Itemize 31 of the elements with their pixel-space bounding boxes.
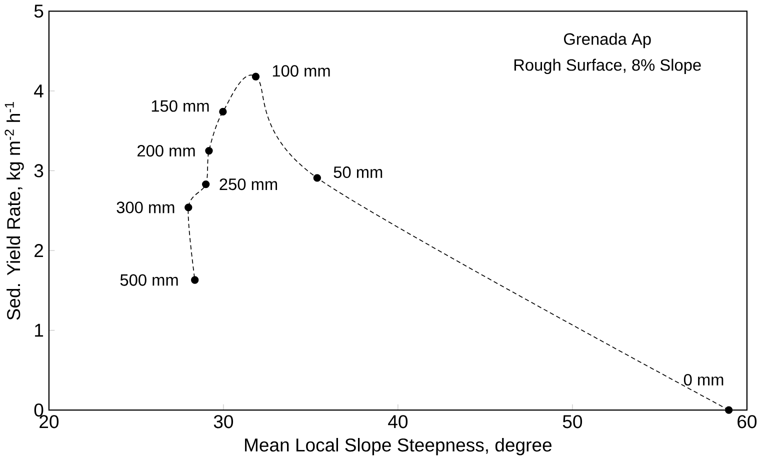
annotation: 0 mm xyxy=(684,374,724,386)
annotation: 250 mm xyxy=(220,178,278,190)
annotation: 200 mm xyxy=(138,144,195,157)
annotation: 300 mm xyxy=(116,202,174,214)
annotation: Grenada Ap xyxy=(564,32,651,48)
y-tick-label: 4 xyxy=(34,84,44,98)
point xyxy=(724,406,733,414)
y-tick-label: 1 xyxy=(35,324,44,337)
x-axis-title: Mean Local Slope Steepness, degree xyxy=(245,438,552,456)
annotation: 100 mm xyxy=(272,65,330,77)
y-tick-label: 2 xyxy=(34,244,43,257)
point xyxy=(190,276,199,284)
y-axis-title: Sed. Yield Rate, kg m$^{-2}$ h$^{-1}$ xyxy=(4,102,24,320)
x-tick-label: 20 xyxy=(40,415,59,428)
point xyxy=(205,146,213,155)
x-tick-label: 60 xyxy=(738,415,757,428)
point xyxy=(202,180,210,188)
point xyxy=(184,204,192,212)
point xyxy=(252,72,260,80)
y-tick-label: 5 xyxy=(34,4,44,18)
y-tick-label: 3 xyxy=(34,164,44,178)
point xyxy=(219,108,227,116)
x-tick-label: 40 xyxy=(388,415,408,428)
point xyxy=(313,174,322,182)
x-tick-label: 30 xyxy=(214,415,234,428)
annotation: 50 mm xyxy=(334,166,382,178)
annotation: 150 mm xyxy=(152,100,209,112)
y-tick-label: 0 xyxy=(34,403,44,417)
annotation: Rough Surface, 8% Slope xyxy=(514,58,701,74)
annotation: 500 mm xyxy=(120,274,178,286)
x-tick-label: 50 xyxy=(562,415,582,428)
